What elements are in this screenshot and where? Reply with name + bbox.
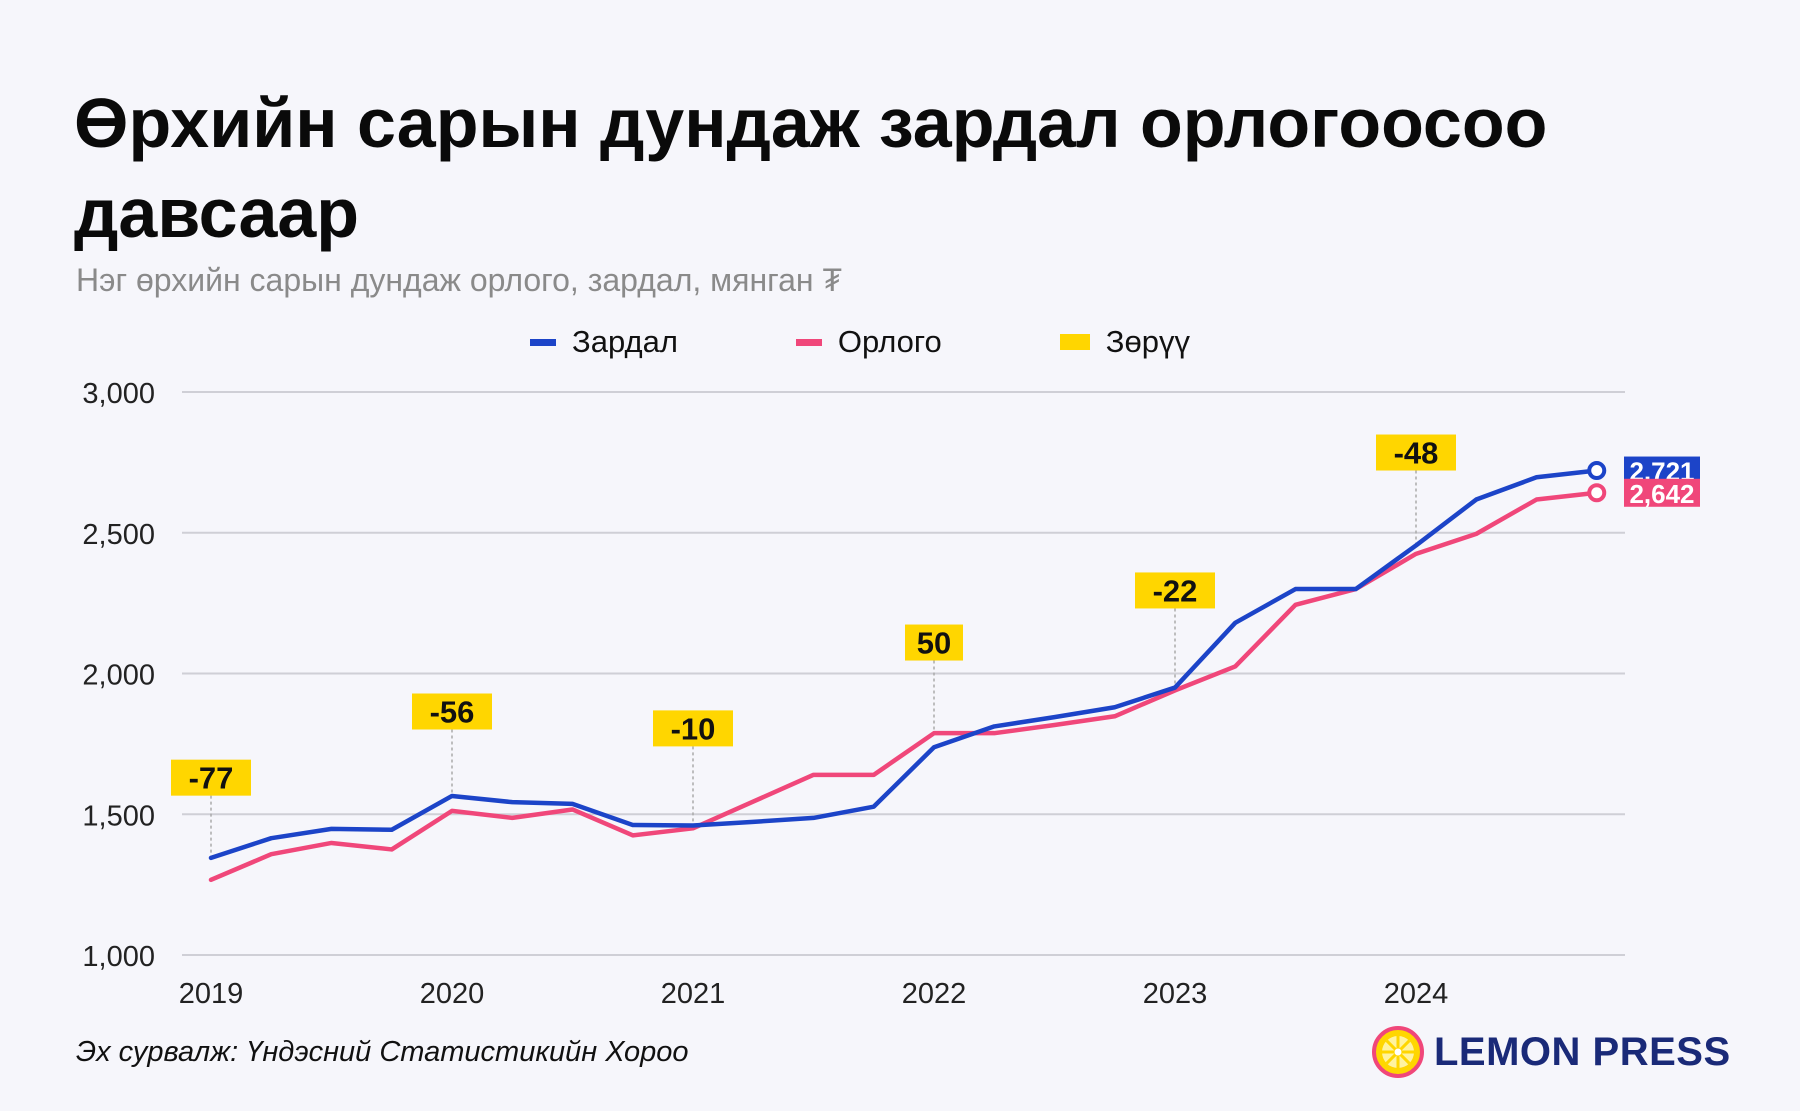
- difference-label-bg: [1376, 434, 1456, 471]
- difference-label: -56: [430, 695, 475, 730]
- x-tick-label: 2022: [902, 978, 967, 1010]
- difference-label: 50: [917, 626, 951, 661]
- income-line: [208, 490, 1599, 883]
- difference-label: -10: [671, 711, 716, 746]
- legend-item-income: Орлого: [795, 324, 942, 360]
- chart-subtitle: Нэг өрхийн сарын дундаж орлого, зардал, …: [76, 262, 843, 298]
- y-tick-label: 1,500: [82, 800, 155, 832]
- legend-swatch-income: [795, 338, 822, 346]
- legend-swatch-expense: [530, 338, 556, 346]
- income-end-label-bg: [1624, 478, 1700, 507]
- brand-logo: LEMON PRESS: [1372, 1024, 1731, 1080]
- legend-label-expense: Зардал: [572, 324, 678, 359]
- y-tick-label: 2,000: [82, 660, 155, 692]
- difference-label: -22: [1153, 573, 1198, 608]
- legend-item-expense: Зардал: [530, 324, 678, 360]
- x-tick-label: 2024: [1384, 978, 1449, 1010]
- difference-label-bg: [905, 624, 963, 661]
- logo-text: LEMON PRESS: [1434, 1029, 1731, 1074]
- difference-label: -48: [1394, 436, 1439, 471]
- difference-label-bg: [653, 710, 733, 747]
- x-tick-label: 2020: [420, 978, 485, 1010]
- income-end-label: 2,642: [1629, 479, 1694, 509]
- source-note: Эх сурвалж: Үндэсний Статистикийн Хороо: [76, 1036, 689, 1068]
- y-tick-label: 3,000: [82, 378, 155, 410]
- difference-label: -77: [189, 761, 234, 796]
- x-tick-label: 2019: [179, 978, 244, 1010]
- legend: Зардал Орлого Зөрүү: [530, 322, 1308, 362]
- x-tick-label: 2023: [1143, 978, 1208, 1010]
- difference-label-bg: [1135, 572, 1215, 609]
- legend-label-difference: Зөрүү: [1105, 324, 1190, 359]
- difference-label-bg: [171, 759, 251, 796]
- y-tick-label: 1,000: [82, 941, 155, 973]
- legend-label-income: Орлого: [837, 324, 942, 359]
- chart-title: Өрхийн сарын дундаж зардал орлогоосоо да…: [74, 84, 1548, 252]
- expense-line: [208, 468, 1599, 861]
- income-end-marker: [1587, 483, 1607, 503]
- legend-item-difference: Зөрүү: [1059, 324, 1190, 360]
- difference-label-bg: [412, 693, 492, 730]
- y-tick-label: 2,500: [82, 519, 155, 551]
- expense-end-marker: [1587, 461, 1607, 481]
- x-tick-label: 2021: [661, 978, 726, 1010]
- legend-swatch-difference: [1059, 334, 1090, 350]
- lemon-slice-icon: [1372, 1026, 1424, 1078]
